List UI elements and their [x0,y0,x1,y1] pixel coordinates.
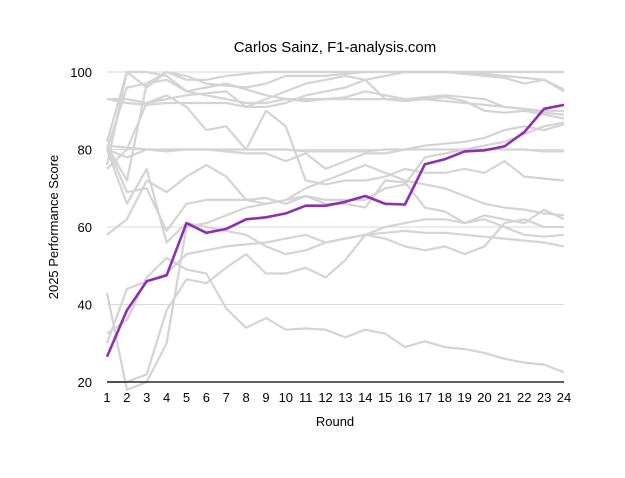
x-tick-label: 3 [143,390,150,405]
background-series-line [107,94,565,186]
x-tick-label: 14 [358,390,372,405]
background-series-line [106,70,565,109]
background-series-line [106,70,564,182]
background-series-line [107,229,565,384]
chart-title: Carlos Sainz, F1-analysis.com [234,39,437,56]
x-tick-label: 12 [318,390,332,405]
y-tick-label: 40 [78,298,92,313]
x-tick-label: 23 [537,390,551,405]
y-tick-label: 80 [78,143,92,158]
background-series-line [106,256,565,374]
x-tick-label: 20 [477,390,491,405]
background-series-line [106,123,565,170]
x-tick-label: 5 [183,390,190,405]
y-tick-label: 20 [78,375,92,390]
background-series-line [105,121,565,232]
x-tick-label: 9 [262,390,269,405]
x-tick-label: 18 [438,390,452,405]
background-series-line [105,163,565,391]
x-tick-label: 10 [279,390,293,405]
background-series [105,70,565,391]
x-tick-label: 24 [557,390,571,405]
x-tick-label: 21 [497,390,511,405]
x-tick-label: 19 [457,390,471,405]
x-tick-label: 17 [418,390,432,405]
x-tick-label: 4 [163,390,170,405]
background-series-line [106,74,565,170]
x-tick-label: 6 [203,390,210,405]
x-tick-label: 13 [338,390,352,405]
x-tick-label: 11 [299,390,313,405]
y-tick-labels: 20 40 60 80 100 [70,65,92,390]
x-axis-label: Round [316,414,354,429]
x-tick-label: 2 [123,390,130,405]
x-tick-labels: 1 2 3 4 5 6 7 8 9 10 11 12 13 14 15 16 17 18 19 20 21 22 23 24 [103,390,571,405]
x-tick-label: 22 [517,390,531,405]
x-tick-label: 7 [223,390,230,405]
y-axis-label: 2025 Performance Score [46,155,61,300]
background-series-line [105,70,565,143]
y-tick-label: 60 [78,220,92,235]
x-tick-label: 8 [242,390,249,405]
background-series-line [105,78,564,150]
x-tick-label: 16 [398,390,412,405]
x-tick-label: 1 [103,390,110,405]
highlight-series-line [105,103,565,358]
x-tick-label: 15 [378,390,392,405]
background-series-line [105,149,564,256]
y-tick-label: 100 [70,65,92,80]
highlight-series [105,103,565,358]
